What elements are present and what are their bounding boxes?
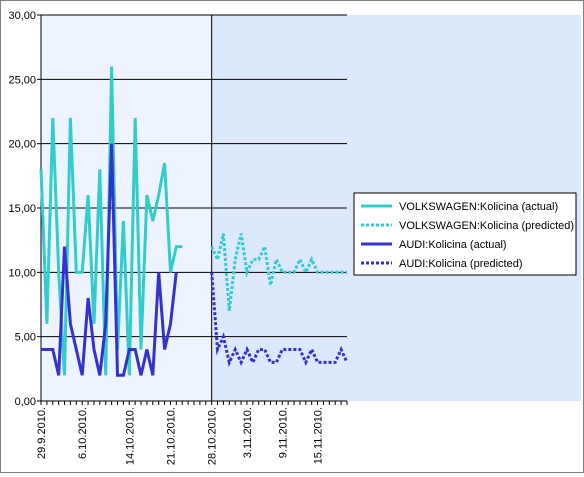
y-tick-label: 5,00 xyxy=(15,332,36,344)
legend-label: AUDI:Kolicina (actual) xyxy=(399,239,507,251)
axes: 0,00 5,00 10,00 15,00 20,00 25,00 30,00 29.9.20… xyxy=(8,10,348,465)
x-tick-label: 28.10.2010. xyxy=(207,407,219,465)
x-tick-label: 6.10.2010. xyxy=(77,407,89,459)
x-tick-label: 3.11.2010. xyxy=(242,407,254,458)
x-tick-label: 9.11.2010. xyxy=(277,407,289,458)
x-tick-label: 15.11.2010. xyxy=(313,407,325,464)
series-layer xyxy=(39,66,349,377)
y-tick-label: 15,00 xyxy=(8,203,36,215)
legend-label: VOLKSWAGEN:Kolicina (predicted) xyxy=(399,220,574,232)
x-tick-label: 29.9.2010. xyxy=(36,407,48,459)
x-tick-label: 21.10.2010. xyxy=(165,407,177,465)
y-tick-label: 20,00 xyxy=(8,139,36,151)
legend-label: AUDI:Kolicina (predicted) xyxy=(399,258,523,270)
x-tick-label: 14.10.2010. xyxy=(124,407,136,465)
series-line xyxy=(39,66,183,376)
series-line xyxy=(210,233,347,312)
legend: VOLKSWAGEN:Kolicina (actual) VOLKSWAGEN:K… xyxy=(353,192,577,276)
series-line xyxy=(41,143,178,377)
y-tick-label: 0,00 xyxy=(15,396,36,408)
y-tick-label: 10,00 xyxy=(8,267,36,279)
legend-label: VOLKSWAGEN:Kolicina (actual) xyxy=(399,201,558,213)
series-line xyxy=(210,272,349,368)
y-tick-label: 25,00 xyxy=(8,74,36,86)
y-tick-label: 30,00 xyxy=(8,10,36,22)
